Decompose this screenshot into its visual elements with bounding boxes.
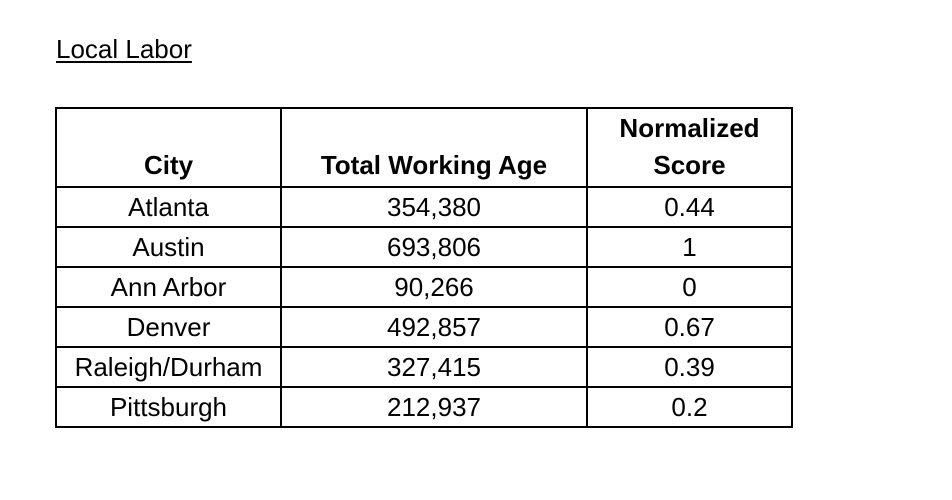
table-row: Denver 492,857 0.67 [55, 306, 793, 348]
cell-normalized-score: 0 [586, 266, 793, 308]
cell-total-working-age: 693,806 [280, 226, 588, 268]
cell-city: Austin [55, 226, 282, 268]
document-title: Local Labor [56, 34, 192, 64]
cell-normalized-score: 0.67 [586, 306, 793, 348]
cell-normalized-score: 0.2 [586, 386, 793, 428]
cell-total-working-age: 354,380 [280, 186, 588, 228]
table-row: Pittsburgh 212,937 0.2 [55, 386, 793, 428]
column-header-normalized-score-line2: Score [653, 150, 726, 180]
local-labor-table: City Total Working Age Normalized Score A… [55, 107, 793, 428]
column-header-normalized-score: Normalized Score [586, 107, 793, 188]
cell-city: Ann Arbor [55, 266, 282, 308]
cell-normalized-score: 0.39 [586, 346, 793, 388]
cell-city: Raleigh/Durham [55, 346, 282, 388]
table-row: Atlanta 354,380 0.44 [55, 186, 793, 228]
column-header-normalized-score-line1: Normalized [619, 113, 760, 143]
table-header-row: City Total Working Age Normalized Score [55, 107, 793, 188]
cell-city: Pittsburgh [55, 386, 282, 428]
cell-total-working-age: 90,266 [280, 266, 588, 308]
cell-total-working-age: 212,937 [280, 386, 588, 428]
cell-normalized-score: 0.44 [586, 186, 793, 228]
column-header-city: City [55, 107, 282, 188]
cell-city: Denver [55, 306, 282, 348]
table-row: Austin 693,806 1 [55, 226, 793, 268]
cell-city: Atlanta [55, 186, 282, 228]
table-row: Ann Arbor 90,266 0 [55, 266, 793, 308]
cell-total-working-age: 492,857 [280, 306, 588, 348]
cell-normalized-score: 1 [586, 226, 793, 268]
column-header-total-working-age: Total Working Age [280, 107, 588, 188]
cell-total-working-age: 327,415 [280, 346, 588, 388]
table-row: Raleigh/Durham 327,415 0.39 [55, 346, 793, 388]
